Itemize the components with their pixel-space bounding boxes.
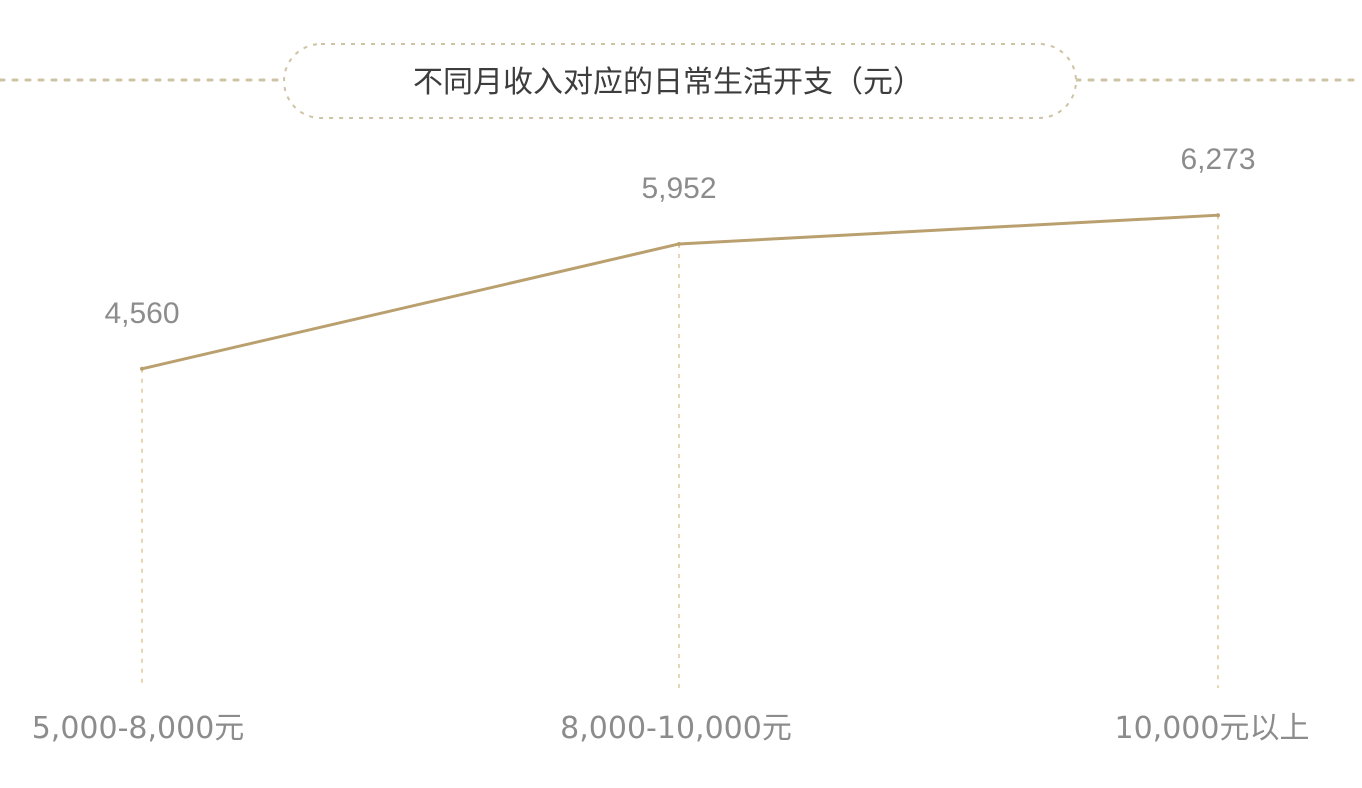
data-point-1 [140, 366, 144, 371]
category-labels: 5,000-8,000元 8,000-10,000元 10,000元以上 [32, 711, 1310, 746]
value-labels: 4,560 5,952 6,273 [104, 143, 1255, 330]
title-frame [283, 43, 1077, 119]
category-label-2: 8,000-10,000元 [560, 711, 792, 746]
data-point-2 [677, 241, 681, 246]
category-label-3: 10,000元以上 [1115, 711, 1310, 746]
value-label-1: 4,560 [104, 297, 179, 330]
value-label-3: 6,273 [1180, 143, 1255, 176]
value-label-2: 5,952 [641, 172, 716, 205]
data-point-3 [1216, 213, 1220, 218]
series-line-layer [140, 213, 1220, 371]
drop-guides [141, 215, 1219, 688]
category-label-1: 5,000-8,000元 [32, 711, 245, 746]
chart-title-banner: 不同月收入对应的日常生活开支（元） [0, 43, 1362, 119]
chart-title: 不同月收入对应的日常生活开支（元） [413, 65, 923, 100]
